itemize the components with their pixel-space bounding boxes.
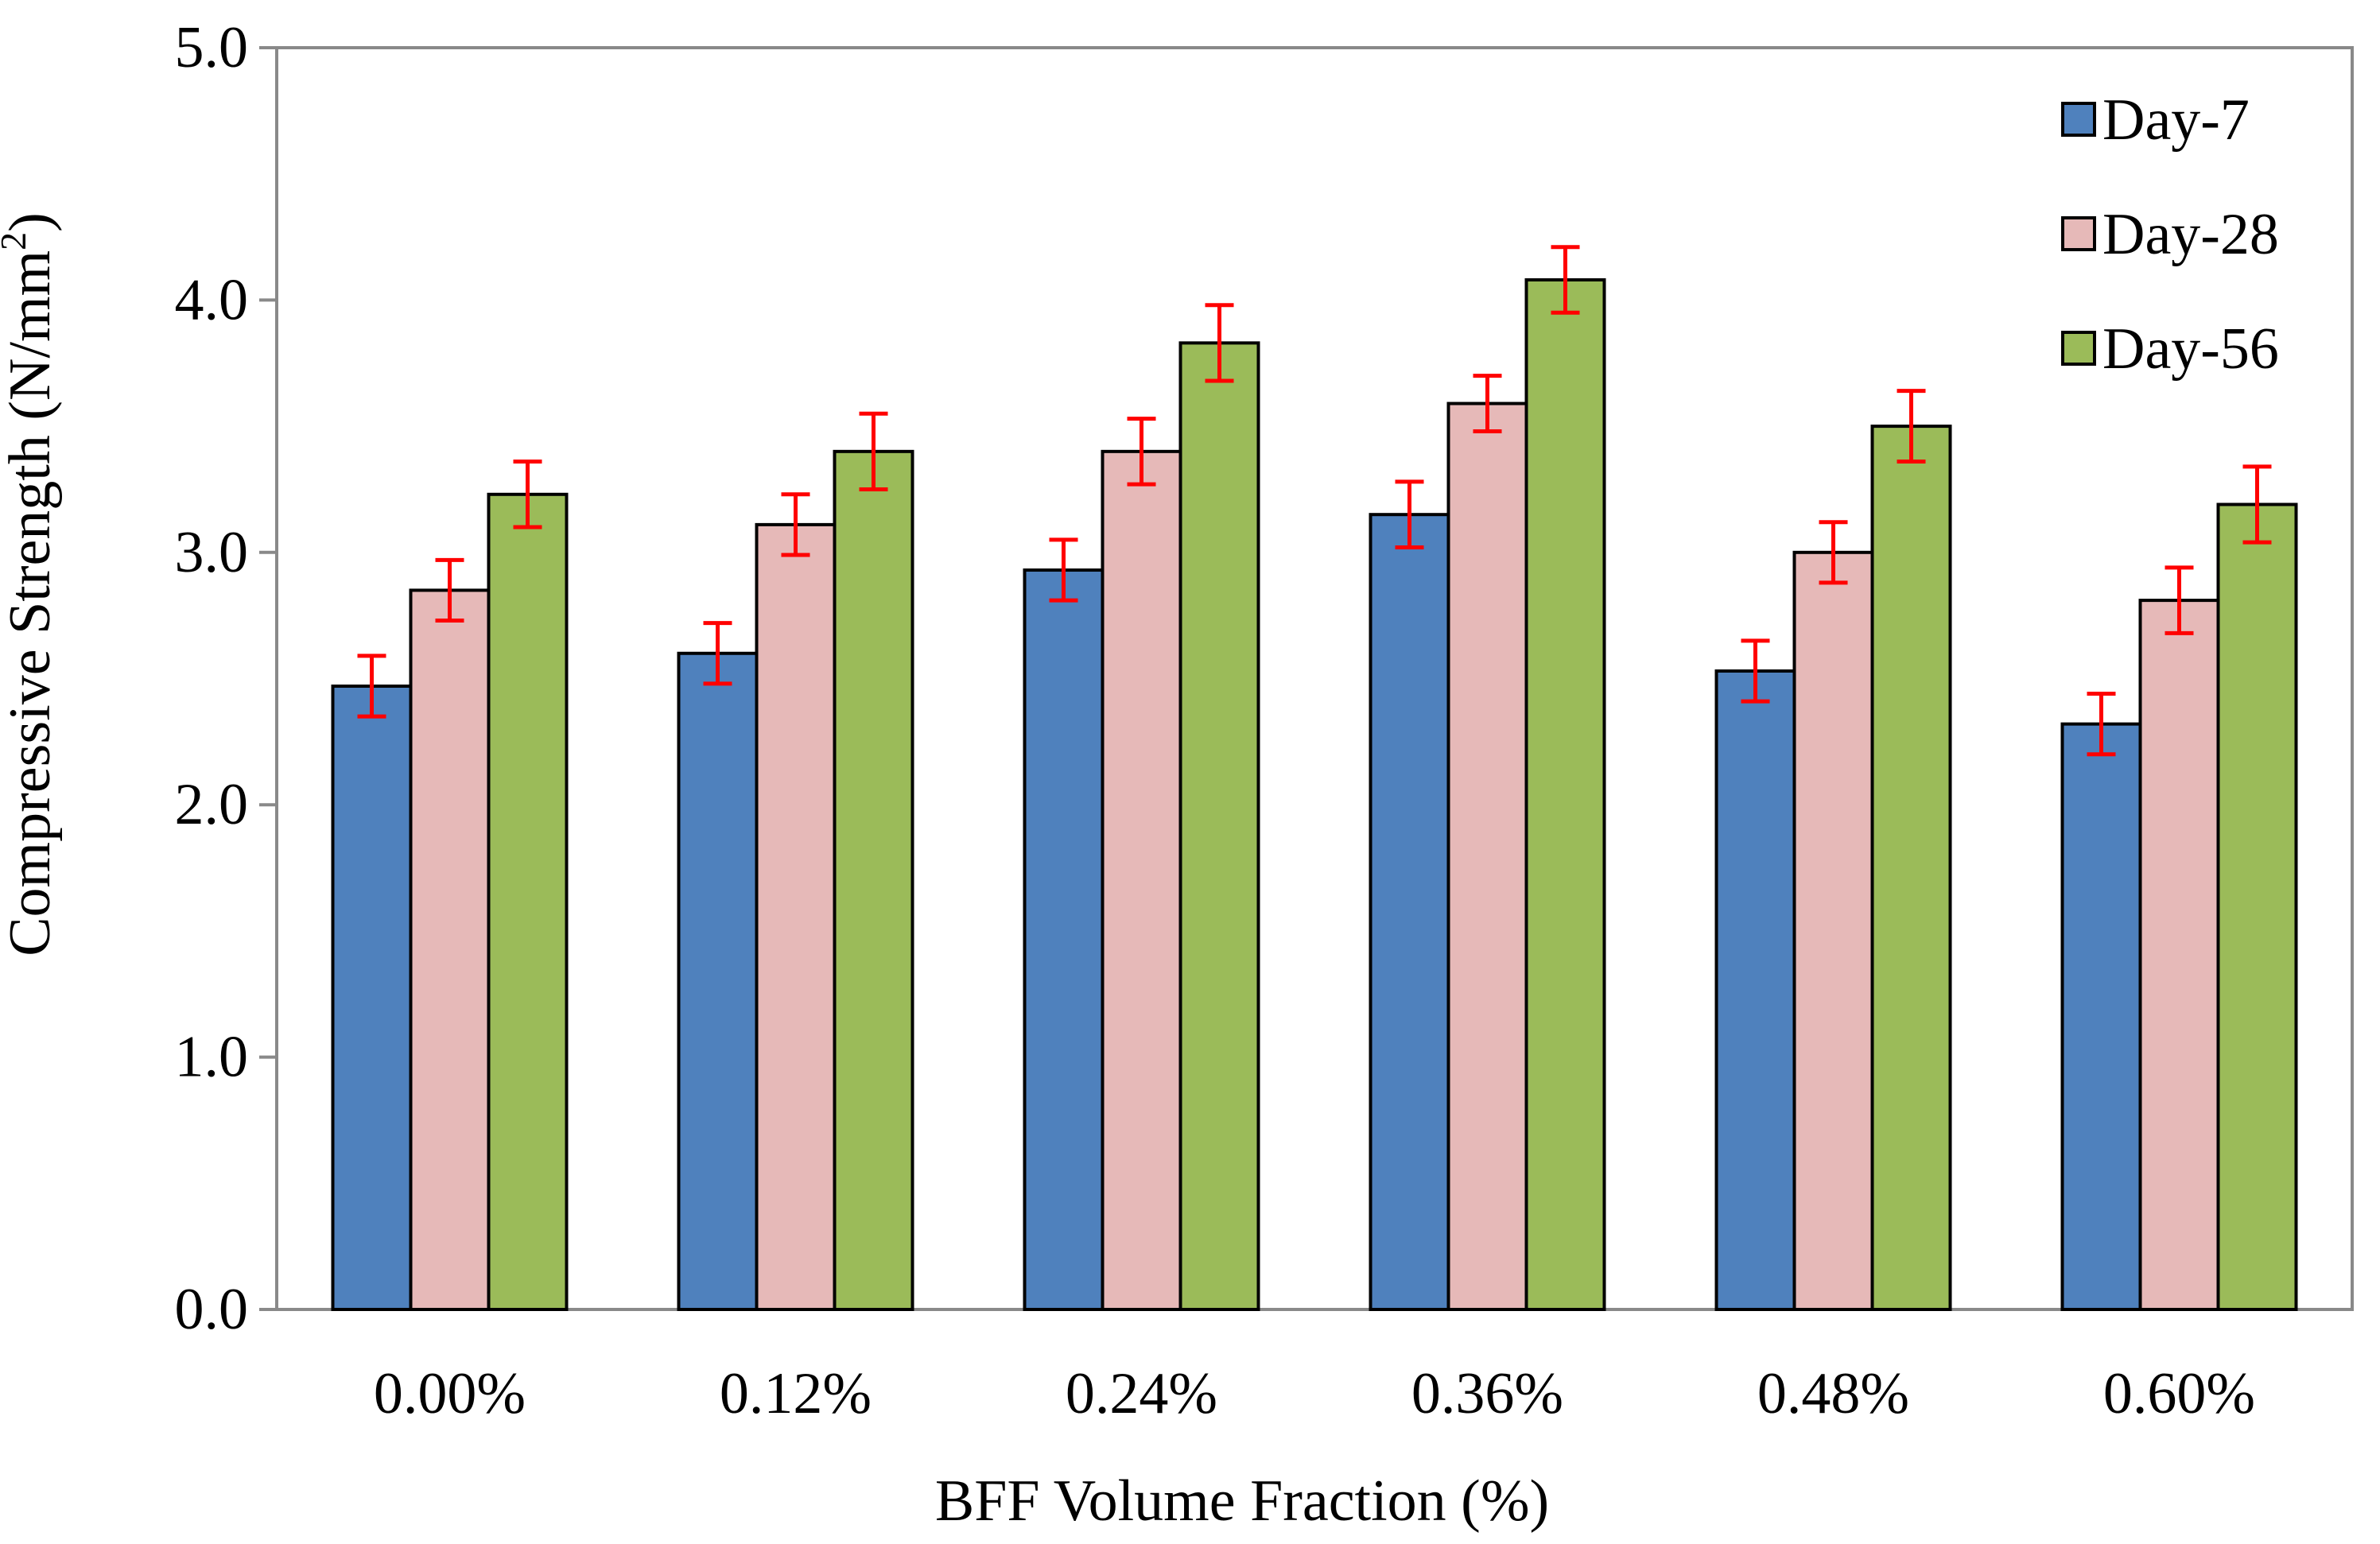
bar-day-7 (331, 685, 413, 1311)
bar-day-7 (2060, 722, 2142, 1311)
y-axis-title: Compressive Strength (N/mm2) (0, 212, 63, 956)
legend-swatch-day-7 (2061, 102, 2096, 137)
legend-label-day-28: Day-28 (2102, 202, 2279, 267)
bar-day-7 (1714, 669, 1796, 1311)
x-axis-title: BFF Volume Fraction (%) (935, 1468, 1549, 1534)
y-tick-label: 0.0 (175, 1277, 249, 1342)
bar-day-28 (409, 588, 491, 1311)
bar-day-7 (1369, 513, 1450, 1311)
y-axis-title-superscript: 2 (0, 232, 33, 250)
bar-day-28 (755, 522, 837, 1311)
bar-day-56 (1870, 425, 1952, 1311)
bar-day-56 (833, 449, 914, 1312)
bar-day-28 (1101, 449, 1182, 1312)
legend-swatch-day-28 (2061, 216, 2096, 251)
y-axis-ticks: 0.0 1.0 2.0 3.0 4.0 5.0 (175, 15, 277, 1342)
bar-day-7 (1023, 568, 1105, 1311)
bar-series (331, 278, 2298, 1312)
x-tick-label: 0.48% (1757, 1361, 1909, 1426)
legend-swatch-day-56 (2061, 331, 2096, 366)
bar-day-56 (487, 492, 569, 1311)
bar-day-7 (677, 651, 759, 1311)
bar-day-28 (1792, 550, 1874, 1311)
y-tick-label: 5.0 (175, 15, 249, 80)
legend: Day-7 Day-28 Day-56 (2061, 87, 2279, 382)
y-tick-label: 4.0 (175, 267, 249, 332)
y-tick-label: 1.0 (175, 1025, 249, 1090)
x-axis-ticks: 0.00% 0.12% 0.24% 0.36% 0.48% 0.60% (374, 1361, 2255, 1426)
y-tick-label: 3.0 (175, 520, 249, 585)
legend-label-day-56: Day-56 (2102, 316, 2279, 382)
x-tick-label: 0.60% (2103, 1361, 2255, 1426)
bar-day-28 (1446, 402, 1528, 1311)
legend-label-day-7: Day-7 (2102, 87, 2250, 153)
bar-day-56 (1524, 278, 1606, 1311)
y-axis-title-close: ) (0, 212, 63, 232)
y-tick-label: 2.0 (175, 772, 249, 837)
x-tick-label: 0.12% (720, 1361, 872, 1426)
x-tick-label: 0.36% (1411, 1361, 1563, 1426)
plot-area-border (275, 46, 2354, 1311)
x-tick-label: 0.24% (1066, 1361, 1217, 1426)
bar-day-56 (2216, 502, 2298, 1311)
error-bars (357, 245, 2272, 757)
chart-axes (275, 46, 2354, 1311)
x-tick-label: 0.00% (374, 1361, 526, 1426)
y-axis-title-main: Compressive Strength (N/mm (0, 250, 63, 956)
bar-day-56 (1178, 341, 1260, 1311)
bar-day-28 (2138, 599, 2220, 1311)
